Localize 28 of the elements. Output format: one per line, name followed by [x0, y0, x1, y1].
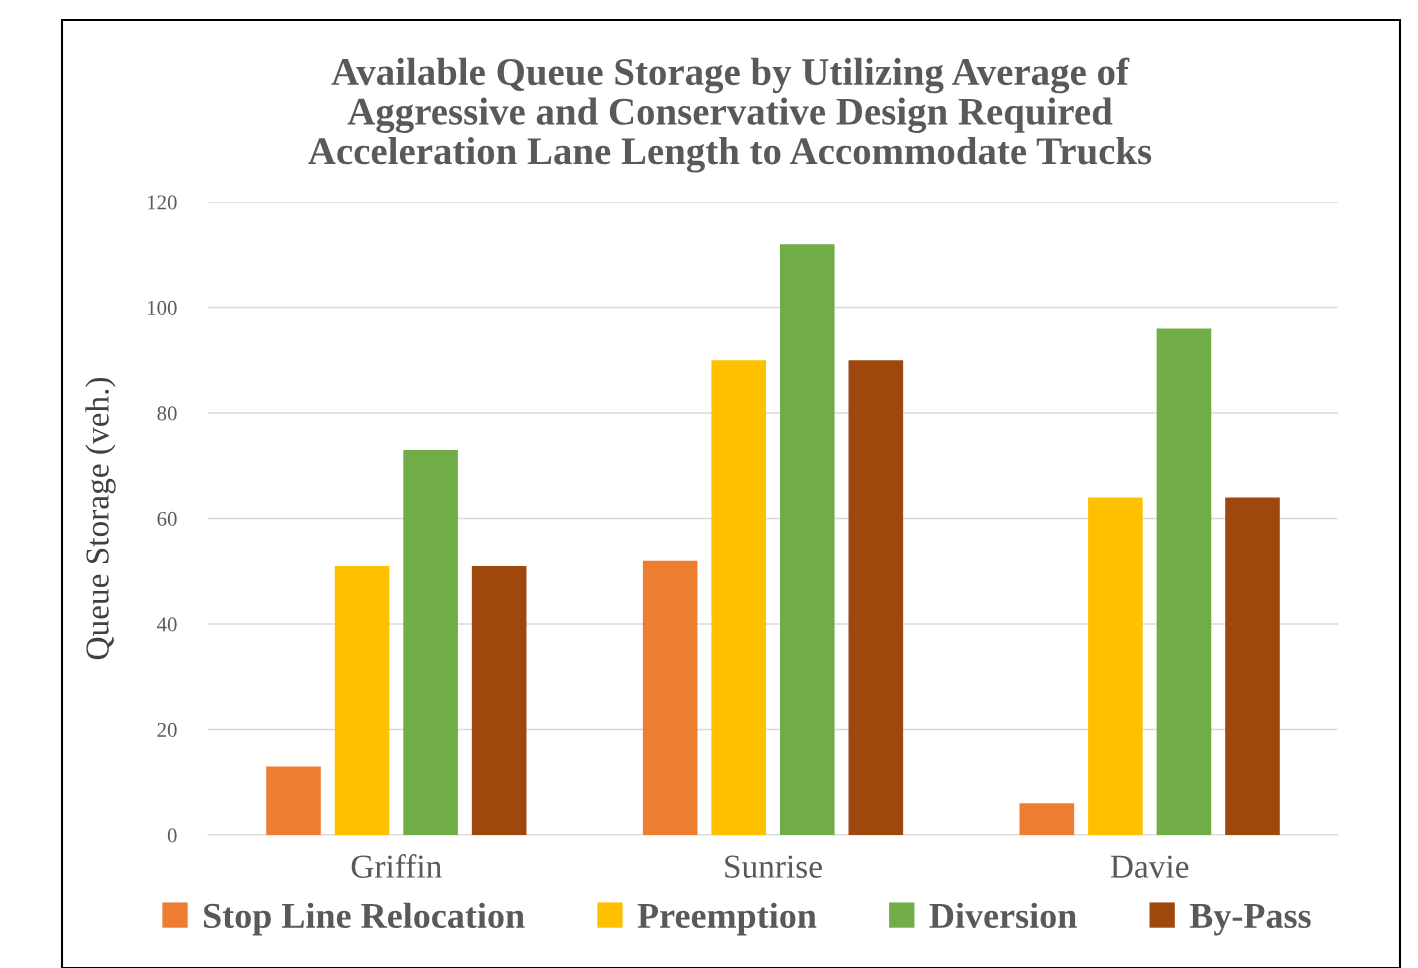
bar — [266, 766, 321, 835]
bar — [642, 560, 698, 835]
x-tick-label: Davie — [1110, 855, 1189, 878]
legend-label: Preemption — [637, 902, 817, 936]
bar — [471, 565, 527, 835]
bar — [1156, 328, 1212, 835]
y-axis-title: Queue Storage (veh.) — [85, 377, 116, 660]
chart-title: Available Queue Storage by Utilizing Average of Aggressive and Conservative Design Required Acceleration Lane Length to Accommodate Trucks — [308, 57, 1152, 173]
legend-label: By-Pass — [1189, 904, 1311, 936]
bar — [711, 360, 767, 835]
legend-label: Stop Line Relocation — [204, 902, 525, 936]
bar — [334, 565, 390, 835]
bar — [1019, 803, 1075, 835]
bar — [848, 360, 904, 835]
y-tick-label: 0 — [167, 828, 177, 843]
x-tick-label: Sunrise — [725, 855, 822, 878]
y-tick-label: 40 — [157, 617, 177, 632]
bar — [1225, 497, 1280, 835]
y-tick-label: 100 — [148, 300, 177, 315]
y-tick-label: 120 — [148, 195, 177, 210]
bar — [1088, 497, 1143, 835]
y-tick-label: 60 — [157, 511, 177, 526]
y-tick-label: 20 — [157, 722, 177, 737]
bar — [403, 449, 458, 835]
bar — [779, 244, 835, 835]
legend-label: Diversion — [929, 902, 1077, 929]
y-tick-label: 80 — [157, 406, 177, 421]
x-tick-label: Griffin — [351, 854, 442, 878]
